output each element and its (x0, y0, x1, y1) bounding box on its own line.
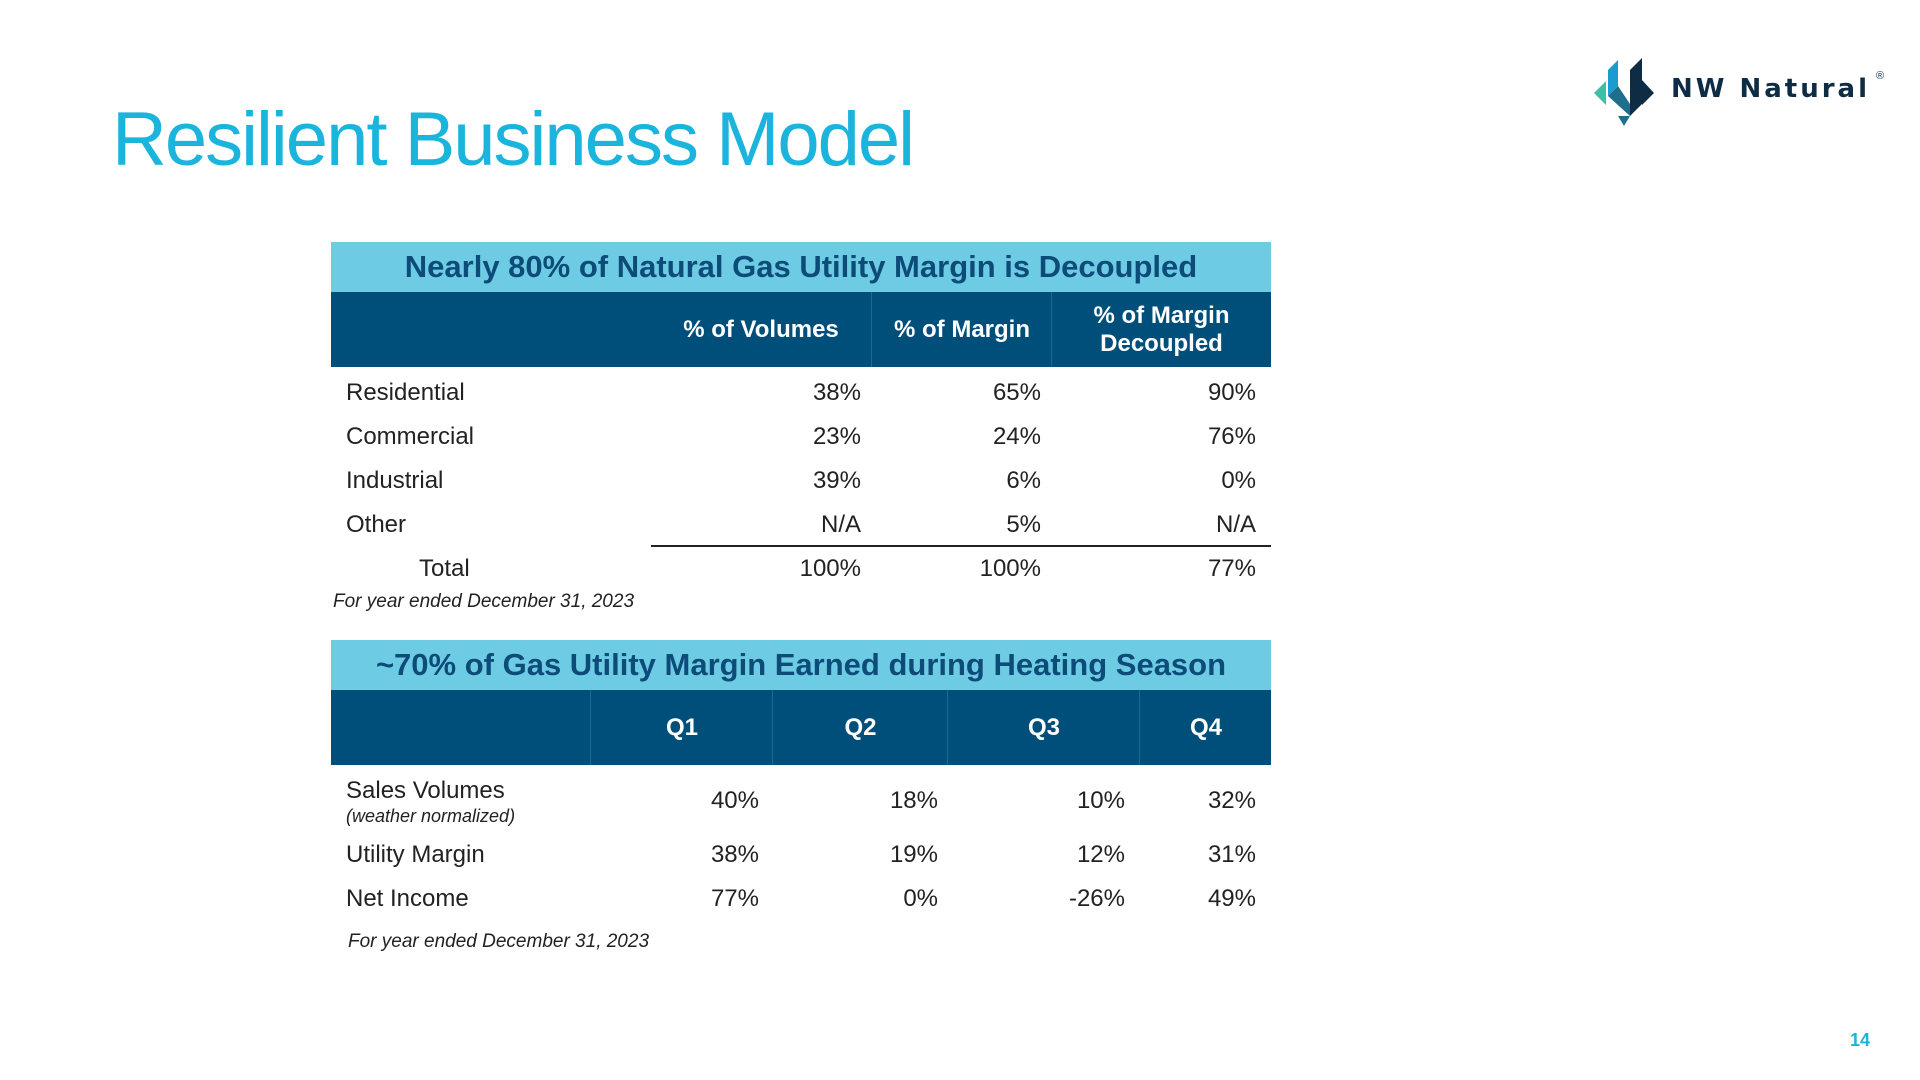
cell-margin: 5% (1006, 511, 1041, 538)
cell-q3: 12% (1076, 841, 1125, 868)
table2-footnote: For year ended December 31, 2023 (348, 931, 650, 952)
table-row: Sales Volumes (weather normalized) 40% 1… (331, 769, 1271, 833)
row-label: Industrial (346, 467, 444, 494)
cell-volumes: N/A (820, 511, 861, 538)
registered-mark: ® (1876, 70, 1885, 82)
cell-margin-decoupled: 77% (1207, 555, 1256, 582)
seasonality-table-banner: ~70% of Gas Utility Margin Earned during… (331, 640, 1271, 690)
cell-q4: 31% (1207, 841, 1256, 868)
header-margin-decoupled: % of Margin Decoupled (1051, 292, 1271, 367)
cell-q4: 49% (1207, 885, 1256, 912)
total-divider (651, 545, 1271, 547)
slide-title: Resilient Business Model (112, 97, 915, 182)
cell-margin-decoupled: 90% (1207, 379, 1256, 406)
row-label: Net Income (346, 885, 469, 912)
cell-margin-decoupled: 76% (1207, 423, 1256, 450)
cell-q2: 18% (889, 787, 938, 814)
cell-q1: 40% (710, 787, 759, 814)
nw-natural-logo-icon (1594, 58, 1654, 126)
header-q2: Q2 (772, 690, 948, 765)
cell-margin: 6% (1006, 467, 1041, 494)
table-row: Industrial 39% 6% 0% (331, 459, 1271, 503)
decoupling-table-header: % of Volumes % of Margin % of Margin Dec… (331, 292, 1271, 367)
cell-q3: -26% (1068, 885, 1125, 912)
cell-margin-decoupled: 0% (1221, 467, 1256, 494)
cell-q1: 77% (710, 885, 759, 912)
cell-volumes: 39% (812, 467, 861, 494)
row-label-main: Sales Volumes (346, 777, 505, 804)
cell-margin: 100% (979, 555, 1041, 582)
table-row: Utility Margin 38% 19% 12% 31% (331, 833, 1271, 877)
cell-q2: 19% (889, 841, 938, 868)
table-row: Residential 38% 65% 90% (331, 371, 1271, 415)
logo-wordmark: NW Natural (1671, 74, 1871, 104)
header-blank (331, 690, 590, 765)
cell-q3: 10% (1076, 787, 1125, 814)
header-q3: Q3 (947, 690, 1140, 765)
company-logo: NW Natural ® (1584, 58, 1894, 128)
header-q1: Q1 (590, 690, 773, 765)
cell-volumes: 100% (799, 555, 861, 582)
decoupling-table-banner: Nearly 80% of Natural Gas Utility Margin… (331, 242, 1271, 292)
row-sublabel: (weather normalized) (346, 806, 516, 826)
table-row: Commercial 23% 24% 76% (331, 415, 1271, 459)
header-q4: Q4 (1139, 690, 1272, 765)
seasonality-table-header: Q1 Q2 Q3 Q4 (331, 690, 1271, 765)
cell-q2: 0% (903, 885, 938, 912)
row-label: Residential (346, 379, 465, 406)
cell-margin: 65% (992, 379, 1041, 406)
cell-volumes: 23% (812, 423, 861, 450)
decoupling-table: Nearly 80% of Natural Gas Utility Margin… (331, 242, 1271, 613)
total-label: Total (419, 555, 470, 582)
cell-margin-decoupled: N/A (1215, 511, 1256, 538)
table1-footnote: For year ended December 31, 2023 (333, 591, 635, 612)
row-label: Utility Margin (346, 841, 485, 868)
page-number: 14 (1849, 1030, 1870, 1050)
row-label: Commercial (346, 423, 475, 450)
table-row: Net Income 77% 0% -26% 49% (331, 877, 1271, 921)
total-row: Total 100% 100% 77% (331, 547, 1271, 591)
cell-q1: 38% (710, 841, 759, 868)
cell-margin: 24% (992, 423, 1041, 450)
cell-q4: 32% (1207, 787, 1256, 814)
cell-volumes: 38% (812, 379, 861, 406)
header-volumes: % of Volumes (683, 315, 839, 343)
header-blank (331, 292, 651, 367)
row-label: Sales Volumes (weather normalized) (346, 777, 515, 827)
row-label: Other (346, 511, 407, 538)
table-row: Other N/A 5% N/A (331, 503, 1271, 547)
seasonality-table: ~70% of Gas Utility Margin Earned during… (331, 640, 1271, 953)
header-margin: % of Margin (871, 292, 1052, 367)
